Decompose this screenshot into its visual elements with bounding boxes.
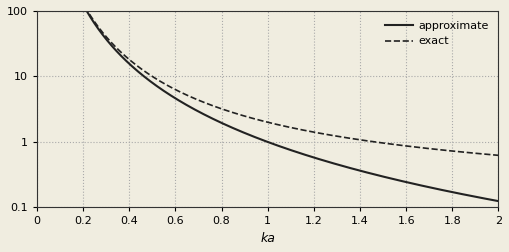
approximate [264,140,270,143]
exact [495,154,501,157]
Line: exact: exact [48,0,498,155]
approximate [483,197,489,200]
Legend: approximate, exact: approximate, exact [380,16,493,51]
exact [482,153,488,156]
exact [252,117,259,120]
approximate [495,200,501,203]
exact [264,121,270,124]
X-axis label: ka: ka [260,232,275,245]
approximate [400,180,406,183]
approximate [252,136,259,139]
Line: approximate: approximate [48,0,498,201]
approximate [482,197,488,200]
exact [400,144,406,147]
exact [483,153,489,156]
